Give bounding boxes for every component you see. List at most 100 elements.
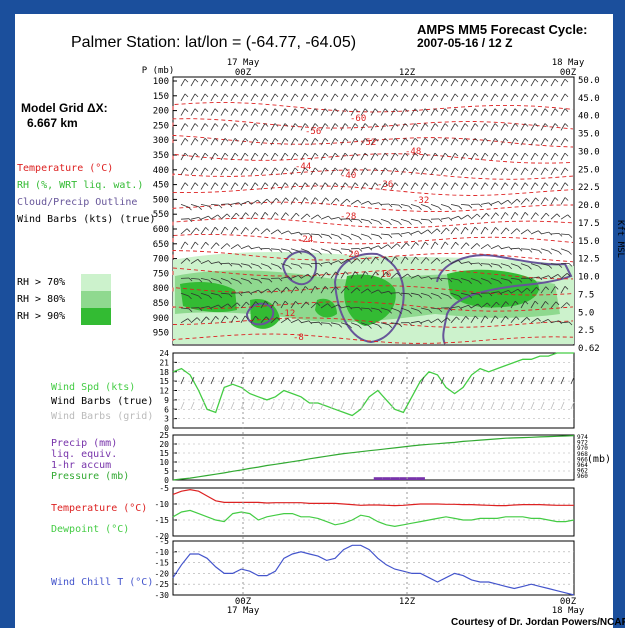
wind-barb-flag bbox=[255, 301, 259, 305]
wind-barb-staff bbox=[300, 248, 309, 252]
wind-barb-staff bbox=[500, 315, 506, 324]
wind-barb-flag bbox=[238, 202, 243, 206]
wind-barb-staff bbox=[380, 233, 390, 236]
wind-barb-staff bbox=[470, 138, 476, 146]
true-wind-barb bbox=[350, 376, 355, 385]
wind-barb-staff bbox=[420, 78, 426, 87]
wind-barb-staff bbox=[550, 301, 557, 309]
true-wind-barb bbox=[510, 376, 515, 385]
wind-barb-staff bbox=[560, 78, 566, 87]
wind-barb-flag bbox=[204, 93, 209, 98]
wind-barb bbox=[380, 167, 389, 176]
wind-barb-staff bbox=[410, 320, 419, 324]
wind-barb-flag bbox=[514, 93, 519, 98]
wind-barb-flag bbox=[467, 214, 472, 219]
wind-barb bbox=[560, 233, 573, 238]
wind-barb-flag bbox=[394, 78, 399, 83]
wind-barb bbox=[520, 138, 529, 146]
wind-barb bbox=[280, 138, 289, 146]
wind-barb-flag bbox=[494, 182, 499, 186]
wind-barb-flag bbox=[344, 123, 349, 127]
wind-barb-flag bbox=[408, 310, 412, 314]
wind-barb bbox=[240, 138, 249, 146]
wind-barb-staff bbox=[520, 138, 526, 146]
wind-barb-flag bbox=[414, 108, 419, 112]
wind-barb bbox=[470, 315, 479, 324]
wind-barb-staff bbox=[540, 167, 546, 176]
wind-barb-staff bbox=[340, 322, 349, 326]
wind-barb-flag bbox=[214, 152, 219, 157]
wind-barb bbox=[190, 152, 199, 161]
wind-barb-flag bbox=[304, 286, 309, 290]
wind-barb bbox=[220, 203, 233, 208]
wind-barb bbox=[280, 93, 289, 102]
wind-barb bbox=[210, 93, 219, 102]
wind-barb bbox=[240, 315, 249, 324]
wind-barb-staff bbox=[430, 241, 436, 250]
wind-barb bbox=[220, 182, 229, 190]
wind-barb-staff bbox=[320, 138, 326, 146]
wind-barb bbox=[290, 197, 299, 205]
wind-barb-flag bbox=[464, 93, 469, 98]
true-wind-barb bbox=[210, 376, 215, 385]
wind-barb-flag bbox=[224, 78, 229, 83]
legend-temperature: Temperature (°C) bbox=[17, 163, 114, 174]
wind-barb-flag bbox=[568, 321, 573, 326]
wind-barb-staff bbox=[190, 258, 199, 264]
wind-barb-flag bbox=[404, 108, 409, 112]
wind-barb bbox=[490, 123, 499, 131]
wind-barb-flag bbox=[564, 108, 569, 112]
wind-barb-flag bbox=[474, 152, 479, 157]
wind-barb-flag bbox=[494, 123, 499, 127]
wind-barb-flag bbox=[244, 182, 249, 186]
wind-barb-flag bbox=[537, 317, 541, 322]
bottom-time-hour: 12Z bbox=[399, 597, 416, 607]
wind-barb-staff bbox=[380, 307, 389, 311]
wind-barb bbox=[510, 316, 520, 324]
wind-barb bbox=[310, 302, 321, 309]
wind-barb bbox=[530, 152, 539, 161]
wind-barb-staff bbox=[540, 275, 549, 279]
wind-barb-flag bbox=[418, 206, 422, 210]
wind-barb-staff bbox=[540, 182, 546, 190]
wind-barb-flag bbox=[356, 287, 361, 292]
wind-barb bbox=[300, 123, 309, 131]
wind-barb bbox=[340, 123, 349, 131]
wind-barb-staff bbox=[250, 78, 256, 87]
true-wind-barb bbox=[270, 376, 275, 385]
wind-barb bbox=[400, 78, 409, 87]
wind-barb-flag bbox=[388, 234, 393, 239]
wind-barb-flag bbox=[308, 264, 313, 268]
wind-barb-flag bbox=[418, 220, 423, 225]
kft-tick-label: 40.0 bbox=[578, 112, 600, 122]
wind-barb bbox=[240, 78, 249, 87]
wind-barb bbox=[490, 291, 503, 295]
wind-barb bbox=[460, 242, 470, 250]
wind-barb-flag bbox=[414, 93, 419, 98]
wind-barb-staff bbox=[380, 290, 389, 294]
wind-barb bbox=[540, 182, 549, 190]
wind-barb bbox=[400, 273, 411, 279]
legend-rh80-label: RH > 80% bbox=[17, 294, 66, 305]
wind-barb bbox=[470, 138, 479, 146]
wind-barb-staff bbox=[550, 108, 556, 116]
wind-barb-staff bbox=[450, 306, 459, 309]
wind-barb bbox=[540, 248, 552, 255]
wind-barb-flag bbox=[244, 167, 249, 172]
wind-barb bbox=[220, 262, 233, 267]
wind-barb bbox=[450, 123, 459, 131]
wind-barb bbox=[270, 167, 279, 176]
wind-barb bbox=[320, 286, 329, 294]
wind-barb-staff bbox=[360, 93, 366, 102]
wind-barb-flag bbox=[254, 152, 259, 157]
wind-barb-staff bbox=[430, 277, 440, 279]
wind-barb bbox=[180, 318, 192, 324]
wind-barb bbox=[390, 123, 399, 131]
temperature-contour-label: -48 bbox=[405, 147, 421, 157]
wind-barb-staff bbox=[360, 152, 366, 161]
wind-barb-flag bbox=[284, 123, 289, 127]
wind-barb-flag bbox=[456, 316, 460, 321]
wind-barb-staff bbox=[430, 292, 439, 297]
true-wind-barb bbox=[220, 376, 225, 385]
wind-barb bbox=[350, 138, 359, 146]
